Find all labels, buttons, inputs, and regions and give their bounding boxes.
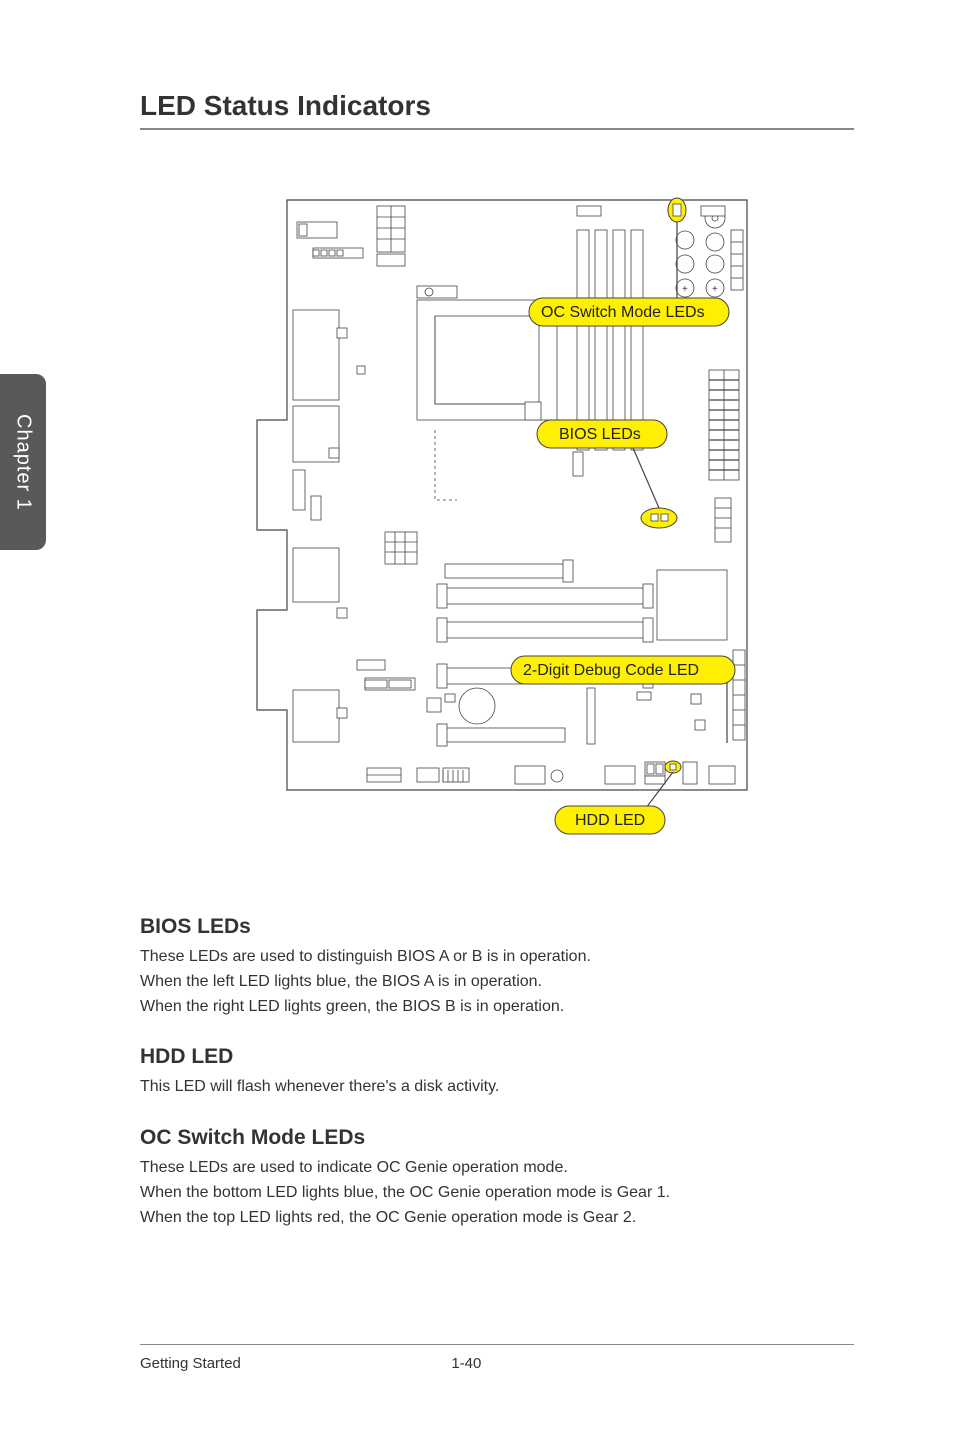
chapter-side-tab-label: Chapter 1	[12, 414, 35, 511]
oc-switch-heading: OC Switch Mode LEDs	[140, 1126, 854, 1150]
motherboard-diagram: + +	[217, 170, 777, 855]
footer-rule	[140, 1344, 854, 1345]
oc-switch-line-2: When the bottom LED lights blue, the OC …	[140, 1181, 854, 1206]
callout-oc-switch-label: OC Switch Mode LEDs	[541, 304, 705, 321]
hdd-led-line-1: This LED will flash whenever there's a d…	[140, 1075, 854, 1100]
chapter-side-tab: Chapter 1	[0, 374, 46, 550]
svg-text:+: +	[712, 284, 718, 295]
oc-switch-line-3: When the top LED lights red, the OC Geni…	[140, 1206, 854, 1231]
bios-leds-line-2: When the left LED lights blue, the BIOS …	[140, 970, 854, 995]
svg-text:+: +	[682, 284, 688, 295]
callout-bios-label: BIOS LEDs	[559, 426, 641, 443]
page-title: LED Status Indicators	[140, 90, 854, 130]
page-footer: Getting Started 1-40	[140, 1344, 854, 1372]
oc-switch-line-1: These LEDs are used to indicate OC Genie…	[140, 1156, 854, 1181]
bios-leds-line-1: These LEDs are used to distinguish BIOS …	[140, 945, 854, 970]
bios-leds-heading: BIOS LEDs	[140, 915, 854, 939]
callout-debug-label: 2-Digit Debug Code LED	[523, 662, 699, 679]
bios-leds-line-3: When the right LED lights green, the BIO…	[140, 995, 854, 1020]
footer-section-name: Getting Started	[140, 1355, 341, 1372]
hdd-led-heading: HDD LED	[140, 1045, 854, 1069]
footer-page-number: 1-40	[341, 1355, 652, 1372]
callout-hdd-label: HDD LED	[575, 812, 645, 829]
